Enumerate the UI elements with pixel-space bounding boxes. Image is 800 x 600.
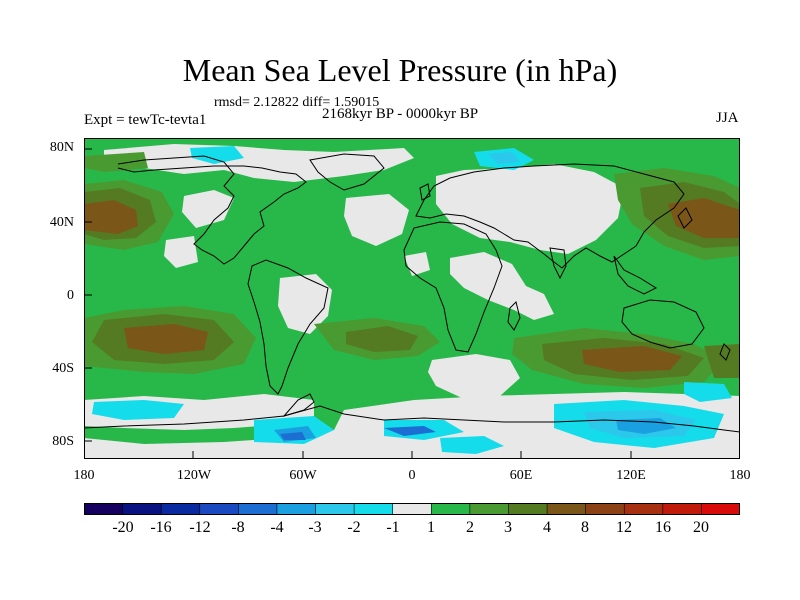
brown-regions xyxy=(84,198,740,372)
lon-label-0: 0 xyxy=(408,468,416,483)
coastlines xyxy=(84,153,740,433)
lat-label-equator: 0 xyxy=(67,288,74,303)
neutral-south-atlantic xyxy=(428,354,520,398)
coast-eurasia xyxy=(415,163,685,269)
dark-green-northwest xyxy=(84,152,148,172)
colorbar-cell xyxy=(160,503,201,515)
colorbar-cell xyxy=(546,503,587,515)
colorbar-cell xyxy=(508,503,548,515)
olive-south-atlantic xyxy=(346,326,418,352)
colorbar-cell xyxy=(315,503,355,515)
coast-antarctic-peninsula xyxy=(282,393,315,417)
colorbar-label-minus4: -4 xyxy=(270,519,284,536)
coast-africa xyxy=(403,221,503,353)
colorbar-label-2: 2 xyxy=(466,519,474,536)
lon-label-180e: 180 xyxy=(729,468,751,483)
neutral-arctic-america xyxy=(104,144,414,182)
colorbar-cell xyxy=(430,503,471,515)
lat-label-40s: 40S xyxy=(52,361,74,376)
blue-antarctic-east xyxy=(616,418,676,434)
coast-greenland xyxy=(309,153,385,191)
colorbar-label-minus20: -20 xyxy=(112,519,134,536)
axis-ticks xyxy=(84,148,632,459)
colorbar-cell xyxy=(276,503,317,515)
coast-uk xyxy=(419,183,431,201)
blue-antarctic-south xyxy=(280,432,306,440)
colorbar-label-4: 4 xyxy=(543,519,551,536)
colorbar-cell xyxy=(585,503,626,515)
cyan-antarctic-west xyxy=(92,400,184,420)
colorbar-cell xyxy=(84,503,124,515)
colorbar-cell xyxy=(662,503,703,515)
lon-label-180w: 180 xyxy=(73,468,95,483)
figure-title: Mean Sea Level Pressure (in hPa) xyxy=(182,52,618,88)
coast-japan xyxy=(677,207,693,229)
colorbar-cell xyxy=(623,503,664,515)
season-label: JJA xyxy=(716,110,739,126)
cyan-weddell xyxy=(440,436,504,454)
colorbar-cell xyxy=(469,503,510,515)
colorbar-cell xyxy=(392,503,433,515)
time-period-label: 2168kyr BP - 0000kyr BP xyxy=(322,106,479,122)
rmsd-diff-stats: rmsd= 2.12822 diff= 1.59015 xyxy=(214,95,380,110)
lon-label-120w: 120W xyxy=(176,468,212,483)
coast-madagascar xyxy=(507,301,521,331)
colorbar-label-minus16: -16 xyxy=(150,519,172,536)
brown-south-pacific xyxy=(124,324,208,354)
colorbar-label-12: 12 xyxy=(616,519,632,536)
colorbar-cell xyxy=(353,503,394,515)
neutral-east-pacific xyxy=(164,236,198,268)
pressure-anomaly-map xyxy=(84,138,740,459)
neutral-africa xyxy=(450,252,554,320)
colorbar-cell xyxy=(701,503,740,515)
colorbar-label-3: 3 xyxy=(504,519,512,536)
colorbar-label-20: 20 xyxy=(693,519,709,536)
lat-label-80n: 80N xyxy=(49,140,74,155)
colorbar-label-minus1: -1 xyxy=(386,519,400,536)
lat-label-40n: 40N xyxy=(49,215,74,230)
colorbar-label-1: 1 xyxy=(427,519,435,536)
cyan-arctic-west xyxy=(190,146,244,164)
colorbar-cell xyxy=(122,503,162,515)
coast-australia xyxy=(621,299,705,349)
neutral-north-america xyxy=(182,190,234,228)
sky-arctic-east xyxy=(488,152,520,164)
brown-north-pacific-west xyxy=(84,200,138,234)
neutral-north-atlantic xyxy=(344,194,409,246)
olive-south-pacific-east xyxy=(704,344,740,378)
experiment-label: Expt = tewTc-tevta1 xyxy=(84,112,207,128)
lon-label-60w: 60W xyxy=(289,468,317,483)
colorbar xyxy=(84,503,740,515)
lat-label-80s: 80S xyxy=(52,434,74,449)
neutral-eurasia xyxy=(436,164,624,254)
blue-ice-shelf xyxy=(384,426,436,436)
coast-new-zealand xyxy=(719,343,731,361)
colorbar-cell xyxy=(199,503,240,515)
colorbar-label-minus3: -3 xyxy=(308,519,322,536)
neutral-south-america xyxy=(278,274,332,334)
colorbar-label-minus12: -12 xyxy=(189,519,211,536)
brown-south-indian xyxy=(582,346,682,372)
coast-antarctica xyxy=(84,405,740,433)
lon-label-60e: 60E xyxy=(509,468,533,483)
coast-south-america xyxy=(247,259,329,395)
negative-regions xyxy=(92,146,732,454)
coast-india xyxy=(549,247,567,280)
colorbar-label-minus2: -2 xyxy=(347,519,361,536)
lon-label-120e: 120E xyxy=(616,468,646,483)
colorbar-label-16: 16 xyxy=(655,519,671,536)
colorbar-label-8: 8 xyxy=(581,519,589,536)
colorbar-label-minus8: -8 xyxy=(231,519,245,536)
cyan-east-ross xyxy=(684,382,732,402)
coast-north-america xyxy=(117,155,307,265)
colorbar-cell xyxy=(238,503,278,515)
coast-southeast-asia xyxy=(613,255,658,295)
